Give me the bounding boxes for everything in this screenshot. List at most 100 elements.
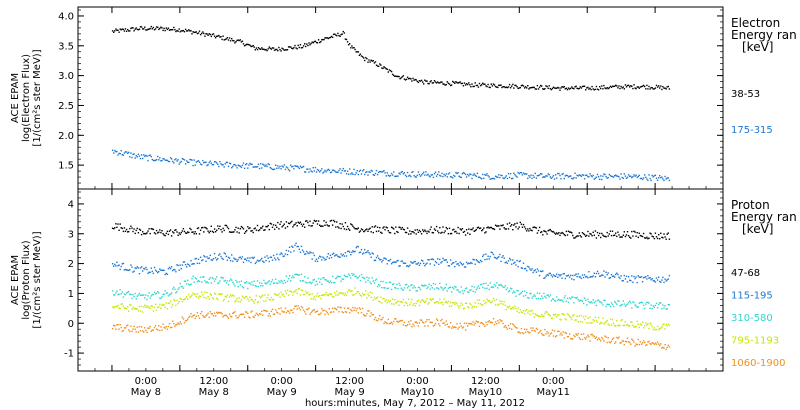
data-point xyxy=(585,235,587,237)
data-point xyxy=(571,296,573,298)
data-point xyxy=(635,235,637,237)
data-point xyxy=(428,175,430,177)
data-point xyxy=(438,323,440,325)
data-point xyxy=(491,322,494,324)
data-point xyxy=(210,35,212,38)
data-point xyxy=(235,165,237,167)
data-point xyxy=(339,306,341,308)
data-point xyxy=(577,273,579,275)
data-point xyxy=(245,44,247,46)
data-point xyxy=(317,257,320,259)
data-point xyxy=(483,83,485,85)
data-point xyxy=(337,32,339,35)
data-point xyxy=(500,260,502,263)
data-point xyxy=(576,275,578,278)
data-point xyxy=(133,153,135,155)
data-point xyxy=(368,277,370,279)
data-point xyxy=(658,177,660,179)
data-point xyxy=(261,167,263,169)
data-point xyxy=(132,153,134,156)
data-point xyxy=(653,175,656,177)
data-point xyxy=(321,225,323,227)
data-point xyxy=(276,167,278,169)
data-point xyxy=(344,311,347,313)
data-point xyxy=(446,261,448,263)
data-point xyxy=(269,256,271,258)
data-point xyxy=(537,332,540,334)
data-point xyxy=(438,171,440,173)
data-point xyxy=(193,31,195,34)
data-point xyxy=(334,220,336,223)
data-point xyxy=(163,269,165,272)
data-point xyxy=(334,307,336,309)
data-point xyxy=(394,286,396,289)
data-point xyxy=(273,228,276,230)
data-point xyxy=(449,176,452,178)
data-point xyxy=(626,176,629,178)
data-point xyxy=(191,316,193,318)
data-point xyxy=(535,177,538,179)
data-point xyxy=(414,176,416,178)
data-point xyxy=(210,259,212,261)
data-point xyxy=(163,304,165,306)
data-point xyxy=(426,298,428,300)
data-point xyxy=(460,325,462,327)
data-point xyxy=(203,316,205,318)
data-point xyxy=(130,264,132,266)
data-point xyxy=(493,178,496,180)
data-point xyxy=(634,231,636,233)
data-point xyxy=(394,232,396,235)
data-point xyxy=(435,82,438,84)
data-point xyxy=(452,80,454,83)
data-point xyxy=(390,172,393,175)
data-point xyxy=(298,287,300,290)
data-point xyxy=(331,169,334,171)
data-point xyxy=(600,301,602,303)
data-point xyxy=(246,311,248,313)
data-point xyxy=(398,75,400,78)
data-point xyxy=(573,334,575,337)
data-point xyxy=(320,225,322,227)
data-point xyxy=(573,177,575,179)
legend-entry: 47-68 xyxy=(731,268,760,279)
data-point xyxy=(620,173,622,175)
data-point xyxy=(574,86,576,88)
data-point xyxy=(189,284,191,286)
data-point xyxy=(357,51,359,53)
data-point xyxy=(432,176,435,179)
data-point xyxy=(461,228,464,230)
data-point xyxy=(458,291,460,293)
data-point xyxy=(144,297,146,299)
data-point xyxy=(195,161,197,163)
data-point xyxy=(515,175,517,177)
data-point xyxy=(316,283,319,286)
data-point xyxy=(312,252,314,254)
data-point xyxy=(605,236,607,238)
data-point xyxy=(506,328,509,330)
data-point xyxy=(501,174,503,177)
data-point xyxy=(578,174,580,176)
data-point xyxy=(609,230,612,232)
data-point xyxy=(517,171,519,174)
data-point xyxy=(586,87,588,89)
data-point xyxy=(571,278,573,280)
data-point xyxy=(184,28,187,31)
data-point xyxy=(334,255,336,257)
data-point xyxy=(580,175,583,177)
data-point xyxy=(134,157,136,159)
data-point xyxy=(257,285,260,288)
data-point xyxy=(561,231,563,234)
data-point xyxy=(228,231,231,233)
data-point xyxy=(576,235,578,237)
data-point xyxy=(326,224,328,226)
data-point xyxy=(610,175,613,178)
data-point xyxy=(511,328,513,330)
data-point xyxy=(190,313,192,315)
data-point xyxy=(371,277,373,279)
data-point xyxy=(284,168,287,171)
data-point xyxy=(319,255,321,257)
data-points xyxy=(111,25,671,351)
data-point xyxy=(614,342,616,345)
data-point xyxy=(597,299,600,301)
data-point xyxy=(305,253,307,255)
